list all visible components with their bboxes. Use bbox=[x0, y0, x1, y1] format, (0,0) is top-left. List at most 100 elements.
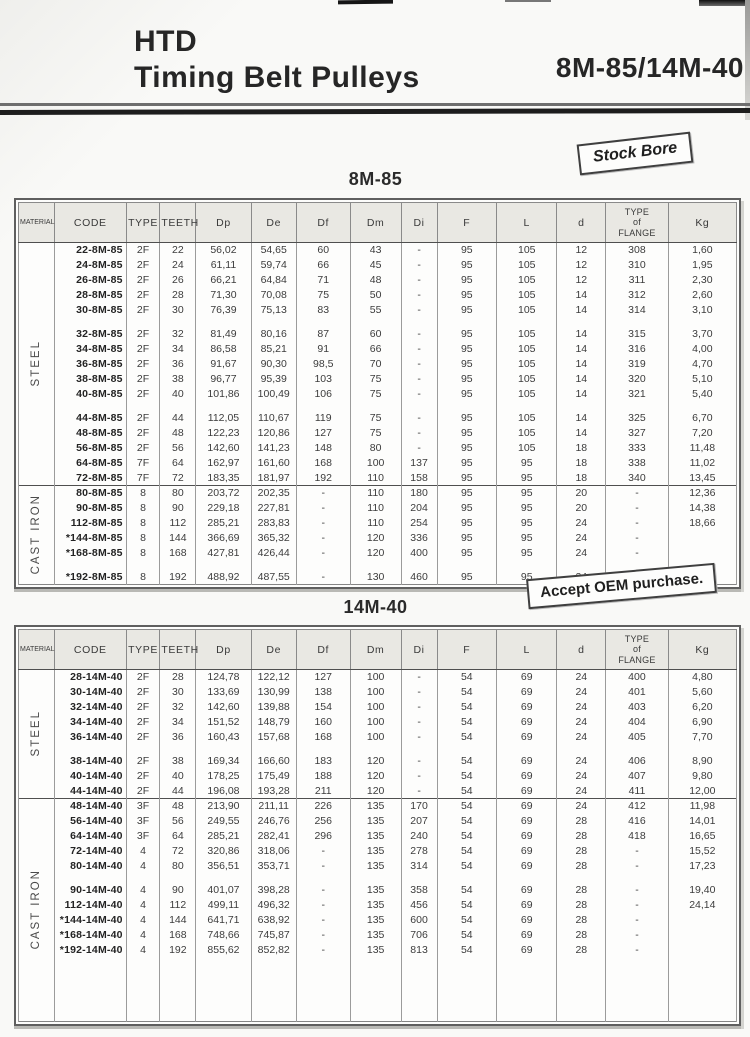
value-cell: 318,06 bbox=[250, 843, 297, 859]
value-cell: 124,78 bbox=[195, 669, 252, 685]
value-cell: 406 bbox=[605, 753, 669, 769]
value-cell: - bbox=[400, 669, 438, 685]
value-cell: 148 bbox=[295, 440, 351, 456]
spacer-cell bbox=[556, 317, 607, 327]
value-cell: 95 bbox=[436, 410, 498, 426]
spacer-cell bbox=[295, 401, 351, 411]
value-cell: 69 bbox=[496, 828, 558, 844]
value-cell: 183,35 bbox=[195, 470, 252, 486]
value-cell: - bbox=[295, 882, 351, 898]
value-cell: - bbox=[295, 843, 351, 859]
value-cell: 316 bbox=[605, 341, 669, 357]
spacer-cell bbox=[250, 401, 297, 411]
value-cell: 18 bbox=[556, 470, 607, 486]
value-cell: - bbox=[400, 326, 438, 342]
value-cell: 120 bbox=[349, 783, 402, 799]
value-cell: 18,66 bbox=[667, 515, 738, 531]
spacer-cell bbox=[556, 873, 607, 883]
value-cell: 95 bbox=[436, 485, 498, 501]
value-cell: 95 bbox=[436, 356, 498, 372]
filler-row bbox=[19, 957, 738, 1022]
value-cell: 54 bbox=[436, 684, 498, 700]
table-title-14m40: 14M-40 bbox=[343, 597, 408, 617]
value-cell: 207 bbox=[400, 813, 438, 829]
filler-cell bbox=[53, 957, 127, 1022]
value-cell: 14,38 bbox=[667, 500, 738, 516]
column-header: Di bbox=[400, 629, 438, 670]
value-cell: 365,32 bbox=[250, 530, 297, 546]
value-cell: 90 bbox=[159, 500, 197, 516]
table-row: 40-8M-85 2F 40 101,86 100,49 106 75-95 105 14 321… bbox=[19, 386, 738, 402]
value-cell: 28 bbox=[556, 828, 607, 844]
value-cell: 4 bbox=[125, 882, 161, 898]
table-row: 32-8M-85 2F 32 81,49 80,16 87 60-95 105 14 315 3,7… bbox=[19, 326, 738, 342]
value-cell: 54 bbox=[436, 942, 498, 958]
spacer-cell bbox=[349, 744, 402, 754]
code-cell: 80-8M-85 bbox=[53, 485, 127, 501]
value-cell: 16,65 bbox=[667, 828, 738, 844]
value-cell: 54 bbox=[436, 729, 498, 745]
value-cell: 17,23 bbox=[667, 858, 738, 874]
value-cell: 426,44 bbox=[250, 545, 297, 561]
table-row: CAST IRON 80-8M-85 8 80 203,72 202,35-110 180 9… bbox=[18, 485, 738, 585]
table-row: 38-8M-85 2F 38 96,77 95,39 103 75-95 105 14 320 5,… bbox=[19, 371, 738, 387]
value-cell: 745,87 bbox=[250, 927, 297, 943]
spacer-cell bbox=[53, 873, 127, 883]
value-cell: 100 bbox=[349, 714, 402, 730]
table-row: CAST IRON 48-14M-40 3F 48 213,90 211,11 226 135… bbox=[18, 798, 738, 1022]
value-cell: 95 bbox=[436, 302, 498, 318]
page-title-line2: Timing Belt Pulleys bbox=[134, 61, 420, 94]
material-label: STEEL bbox=[29, 339, 42, 386]
value-cell: 44 bbox=[159, 410, 197, 426]
material-label: CAST IRON bbox=[29, 493, 42, 574]
value-cell: 95 bbox=[436, 257, 498, 273]
value-cell: 90 bbox=[159, 882, 197, 898]
value-cell: 246,76 bbox=[250, 813, 297, 829]
value-cell: 160 bbox=[295, 714, 351, 730]
value-cell: 403 bbox=[605, 699, 669, 715]
value-cell: 8 bbox=[125, 569, 161, 585]
table-row: 34-14M-40 2F 34 151,52 148,79 160 100-54 69 24 40… bbox=[19, 714, 738, 730]
code-cell: 28-14M-40 bbox=[53, 669, 127, 685]
value-cell: 4 bbox=[125, 858, 161, 874]
spacer-cell bbox=[159, 873, 197, 883]
value-cell: 11,02 bbox=[667, 455, 738, 471]
column-header: TYPE bbox=[125, 629, 161, 670]
table-row: *144-14M-40 4 144 641,71 638,92-135 600 54 69 28… bbox=[19, 912, 738, 928]
value-cell: 91 bbox=[295, 341, 351, 357]
value-cell: 813 bbox=[400, 942, 438, 958]
value-cell: 196,08 bbox=[195, 783, 252, 799]
column-header: TEETH bbox=[159, 629, 198, 670]
value-cell: 14 bbox=[556, 410, 607, 426]
value-cell: 36 bbox=[159, 356, 197, 372]
value-cell: 144 bbox=[159, 912, 197, 928]
material-label: CAST IRON bbox=[29, 868, 42, 949]
value-cell: 412 bbox=[605, 798, 669, 814]
column-header: TEETH bbox=[159, 202, 198, 243]
table-row: 30-14M-40 2F 30 133,69 130,99 138 100-54 69 24 40… bbox=[19, 684, 738, 700]
spacer-cell bbox=[250, 560, 297, 570]
value-cell: 2F bbox=[125, 425, 161, 441]
value-cell: 64 bbox=[159, 455, 197, 471]
value-cell: - bbox=[605, 515, 669, 531]
material-cell: CAST IRON bbox=[18, 798, 55, 1022]
value-cell: 54 bbox=[436, 927, 498, 943]
value-cell: 105 bbox=[496, 356, 558, 372]
value-cell: 142,60 bbox=[195, 440, 252, 456]
value-cell: - bbox=[295, 927, 351, 943]
column-header: Dp bbox=[195, 629, 252, 670]
table-row: 56-14M-40 3F 56 249,55 246,76 256 135 207 54 69 28… bbox=[19, 813, 738, 829]
table-row: 36-8M-85 2F 36 91,67 90,30 98,5 70-95 105 14 319 4… bbox=[19, 356, 738, 372]
value-cell: - bbox=[400, 783, 438, 799]
value-cell: 75 bbox=[349, 410, 402, 426]
value-cell: 18 bbox=[556, 440, 607, 456]
value-cell: - bbox=[400, 753, 438, 769]
value-cell: 168 bbox=[295, 729, 351, 745]
value-cell: 69 bbox=[496, 858, 558, 874]
spacer-cell bbox=[400, 744, 438, 754]
spacer-cell bbox=[496, 873, 558, 883]
value-cell: 14 bbox=[556, 356, 607, 372]
value-cell: 4 bbox=[125, 897, 161, 913]
